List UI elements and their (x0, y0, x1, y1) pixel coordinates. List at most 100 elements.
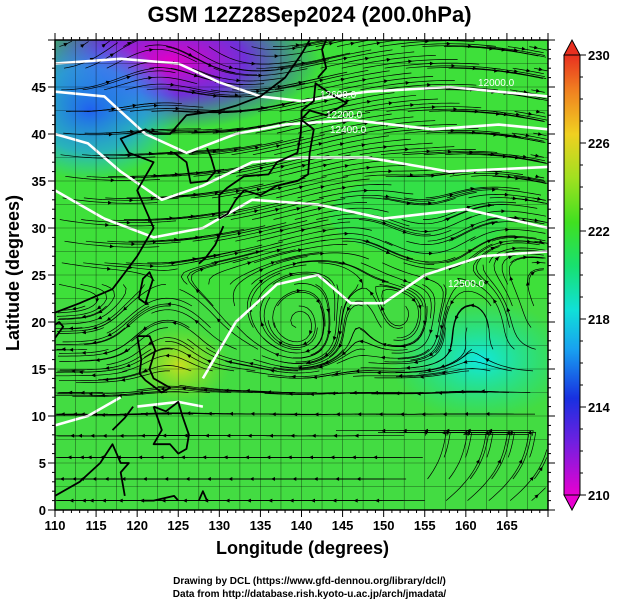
streamline-arrow (81, 350, 86, 355)
streamline-arrow (366, 165, 371, 170)
streamline-arrow (493, 299, 497, 304)
streamline-arrow (381, 306, 385, 311)
streamline-arrow (359, 339, 364, 344)
streamline-arrow (506, 307, 511, 312)
colorbar-ticks: 210 214 218 222 226 230 (580, 48, 610, 503)
streamline-arrow (126, 323, 131, 328)
y-tick-label: 45 (32, 80, 46, 95)
streamline-arrow (109, 53, 115, 58)
streamline-arrow (81, 330, 86, 335)
streamline-arrow (142, 326, 148, 331)
streamline-arrow (334, 371, 339, 376)
colorbar-tick-label: 218 (588, 312, 610, 327)
streamline-arrow (234, 251, 239, 256)
streamline-arrow (376, 41, 381, 46)
streamline-arrow (154, 103, 159, 108)
x-tick-label: 130 (208, 518, 230, 533)
streamline-arrow (175, 106, 180, 111)
contour-label: 12600.0 (320, 90, 357, 101)
streamline-arrow (402, 229, 407, 234)
streamline-arrow (463, 359, 468, 364)
streamline-arrow (494, 256, 499, 261)
streamline-arrow (428, 251, 434, 256)
streamline-arrow (142, 368, 148, 373)
contour-label: 12500.0 (448, 279, 485, 290)
streamline-arrow (254, 209, 259, 214)
streamline-arrow (122, 306, 128, 311)
streamline-arrow (132, 103, 137, 108)
streamline-arrow (515, 176, 520, 181)
streamline-arrow (332, 336, 337, 341)
streamline-arrow (385, 250, 391, 254)
streamline-arrow (278, 341, 283, 346)
streamline-arrow (446, 41, 451, 46)
streamline-arrow (429, 329, 433, 334)
streamline-arrow (315, 299, 320, 304)
streamline-arrow (536, 260, 541, 265)
streamline-arrow (296, 288, 301, 293)
streamline-arrow (455, 315, 459, 321)
x-axis-label: Longitude (degrees) (215, 538, 389, 558)
streamline-arrow (107, 200, 113, 205)
streamline-arrow (281, 102, 287, 107)
streamline-arrow (256, 89, 261, 94)
streamline-arrow (488, 428, 493, 433)
streamline-arrow (150, 264, 155, 268)
streamline-arrow (344, 231, 349, 236)
streamline-arrow (105, 80, 111, 85)
streamline-arrow (497, 459, 501, 464)
x-tick-label: 120 (126, 518, 148, 533)
x-tick-label: 150 (373, 518, 395, 533)
x-tick-label: 165 (496, 518, 518, 533)
streamline-arrow (440, 364, 445, 368)
y-tick-label: 20 (32, 315, 46, 330)
streamline-arrow (350, 41, 355, 46)
x-tick-label: 145 (332, 518, 354, 533)
streamline-arrow (538, 67, 543, 72)
coastline (141, 495, 179, 502)
streamline-arrow (527, 176, 532, 181)
streamline-arrow (208, 63, 213, 67)
streamline-arrow (487, 239, 492, 244)
y-tick-label: 30 (32, 221, 46, 236)
streamline-arrow (305, 348, 310, 353)
streamline-arrow (255, 250, 260, 254)
streamline-arrow (129, 198, 134, 203)
x-tick-label: 115 (86, 518, 107, 533)
streamline-arrow (388, 169, 393, 174)
streamline-arrow (383, 145, 388, 149)
streamline-arrow (291, 374, 296, 379)
streamline-arrow (535, 88, 541, 93)
x-tick-label: 110 (45, 518, 66, 533)
streamline-arrow (186, 354, 192, 359)
streamline-arrow (296, 207, 301, 211)
streamline-arrow (450, 128, 455, 133)
streamline-arrow (524, 197, 530, 202)
streamline-arrow (131, 242, 136, 246)
streamline-arrow (106, 316, 111, 321)
streamline-arrow (206, 359, 212, 364)
streamline-arrow (529, 476, 534, 481)
streamline-arrow (234, 93, 239, 98)
contour-label: 12400.0 (330, 125, 367, 136)
colorbar-tick-label: 230 (588, 48, 610, 63)
streamline-arrow (364, 188, 369, 193)
streamline-arrow (301, 228, 306, 233)
streamline-arrow (126, 363, 131, 368)
streamline-arrow (382, 220, 387, 225)
streamline-arrow (329, 41, 334, 46)
streamline-arrow (256, 187, 262, 192)
streamline-arrow (514, 215, 519, 220)
streamline-arrow (108, 132, 113, 137)
y-axis-label: Latitude (degrees) (3, 194, 23, 352)
colorbar-tick-label: 214 (588, 400, 610, 415)
streamline-arrow (121, 377, 126, 382)
streamline-arrow (96, 305, 102, 310)
contour-label: 12000.0 (478, 78, 515, 89)
streamline-arrow (233, 148, 239, 152)
streamline-arrow (376, 370, 381, 375)
streamline-arrow (470, 224, 475, 228)
y-axis-ticks: 0 5 10 15 20 25 30 35 40 45 (32, 39, 555, 518)
streamline-arrow (470, 187, 475, 191)
streamline-arrow (317, 206, 323, 211)
